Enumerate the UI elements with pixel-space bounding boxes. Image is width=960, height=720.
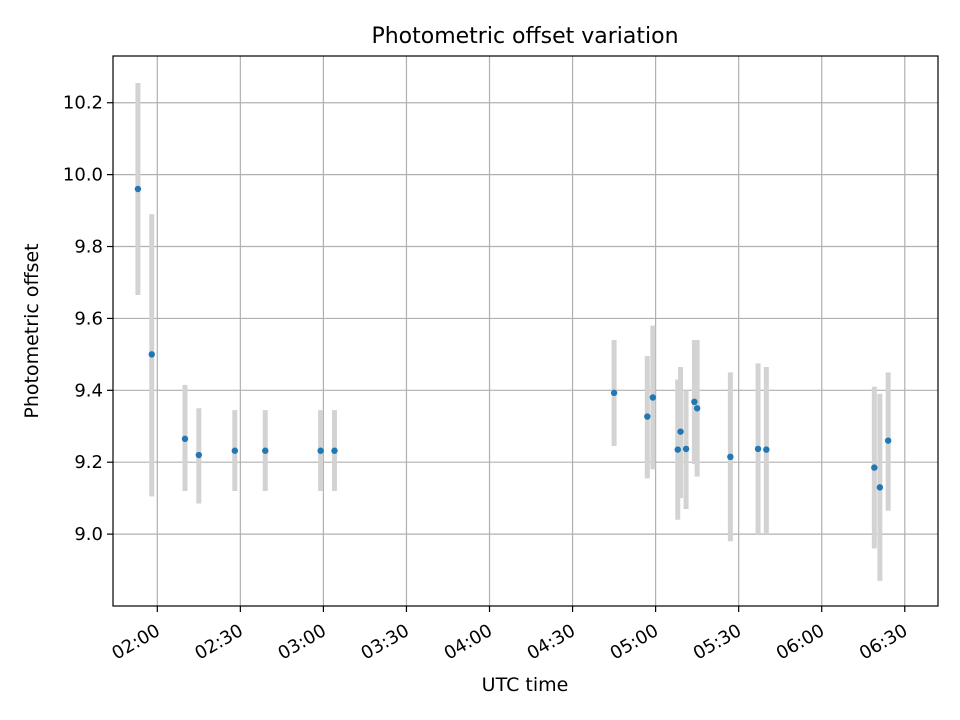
x-tick-label: 05:00	[607, 620, 662, 664]
x-axis-ticks: 02:00 02:30 03:00 03:30 04:00 04:30 05:00 05:30…	[108, 606, 911, 664]
data-point	[231, 447, 239, 454]
data-point	[674, 446, 681, 453]
data-point	[691, 398, 698, 406]
data-point	[331, 447, 338, 454]
data-point	[682, 445, 690, 453]
y-tick-label: 9.4	[74, 380, 103, 401]
data-point	[195, 451, 203, 459]
grid	[113, 56, 938, 606]
data-point	[181, 435, 189, 443]
data-point	[649, 394, 657, 401]
x-tick-label: 06:00	[773, 620, 828, 664]
y-tick-label: 10.0	[63, 165, 103, 186]
data-point	[262, 447, 269, 454]
x-tick-label: 02:00	[108, 620, 163, 664]
y-tick-label: 9.2	[74, 452, 103, 473]
data-point	[693, 405, 701, 412]
data-point	[134, 185, 142, 193]
y-tick-label: 9.6	[74, 308, 103, 329]
x-tick-label: 02:30	[191, 620, 246, 664]
data-point	[727, 453, 734, 461]
plot-frame	[112, 55, 939, 607]
y-axis-label: Photometric offset	[21, 243, 43, 418]
x-axis-label: UTC time	[482, 674, 569, 696]
data-point	[610, 389, 618, 397]
x-tick-label: 04:30	[524, 620, 579, 664]
y-tick-label: 9.0	[74, 524, 103, 545]
data-point	[754, 445, 762, 453]
data-point	[677, 428, 684, 435]
data-points	[134, 185, 892, 491]
y-tick-label: 9.8	[74, 237, 103, 258]
chart-title: Photometric offset variation	[371, 24, 678, 49]
data-point	[763, 446, 770, 453]
y-axis-ticks: 9.0 9.2 9.4 9.6 9.8 10.0 10.2	[63, 93, 113, 545]
x-tick-label: 06:30	[856, 620, 911, 664]
data-point	[148, 351, 155, 358]
x-tick-label: 05:30	[690, 620, 745, 664]
x-tick-label: 04:00	[441, 620, 496, 664]
y-tick-label: 10.2	[63, 93, 103, 114]
data-point	[871, 464, 878, 471]
data-point	[876, 484, 884, 491]
error-bars	[135, 82, 891, 581]
x-tick-label: 03:30	[358, 620, 413, 664]
x-tick-label: 03:00	[274, 620, 329, 664]
data-point	[884, 437, 892, 444]
data-point	[317, 447, 324, 454]
data-point	[644, 413, 651, 420]
